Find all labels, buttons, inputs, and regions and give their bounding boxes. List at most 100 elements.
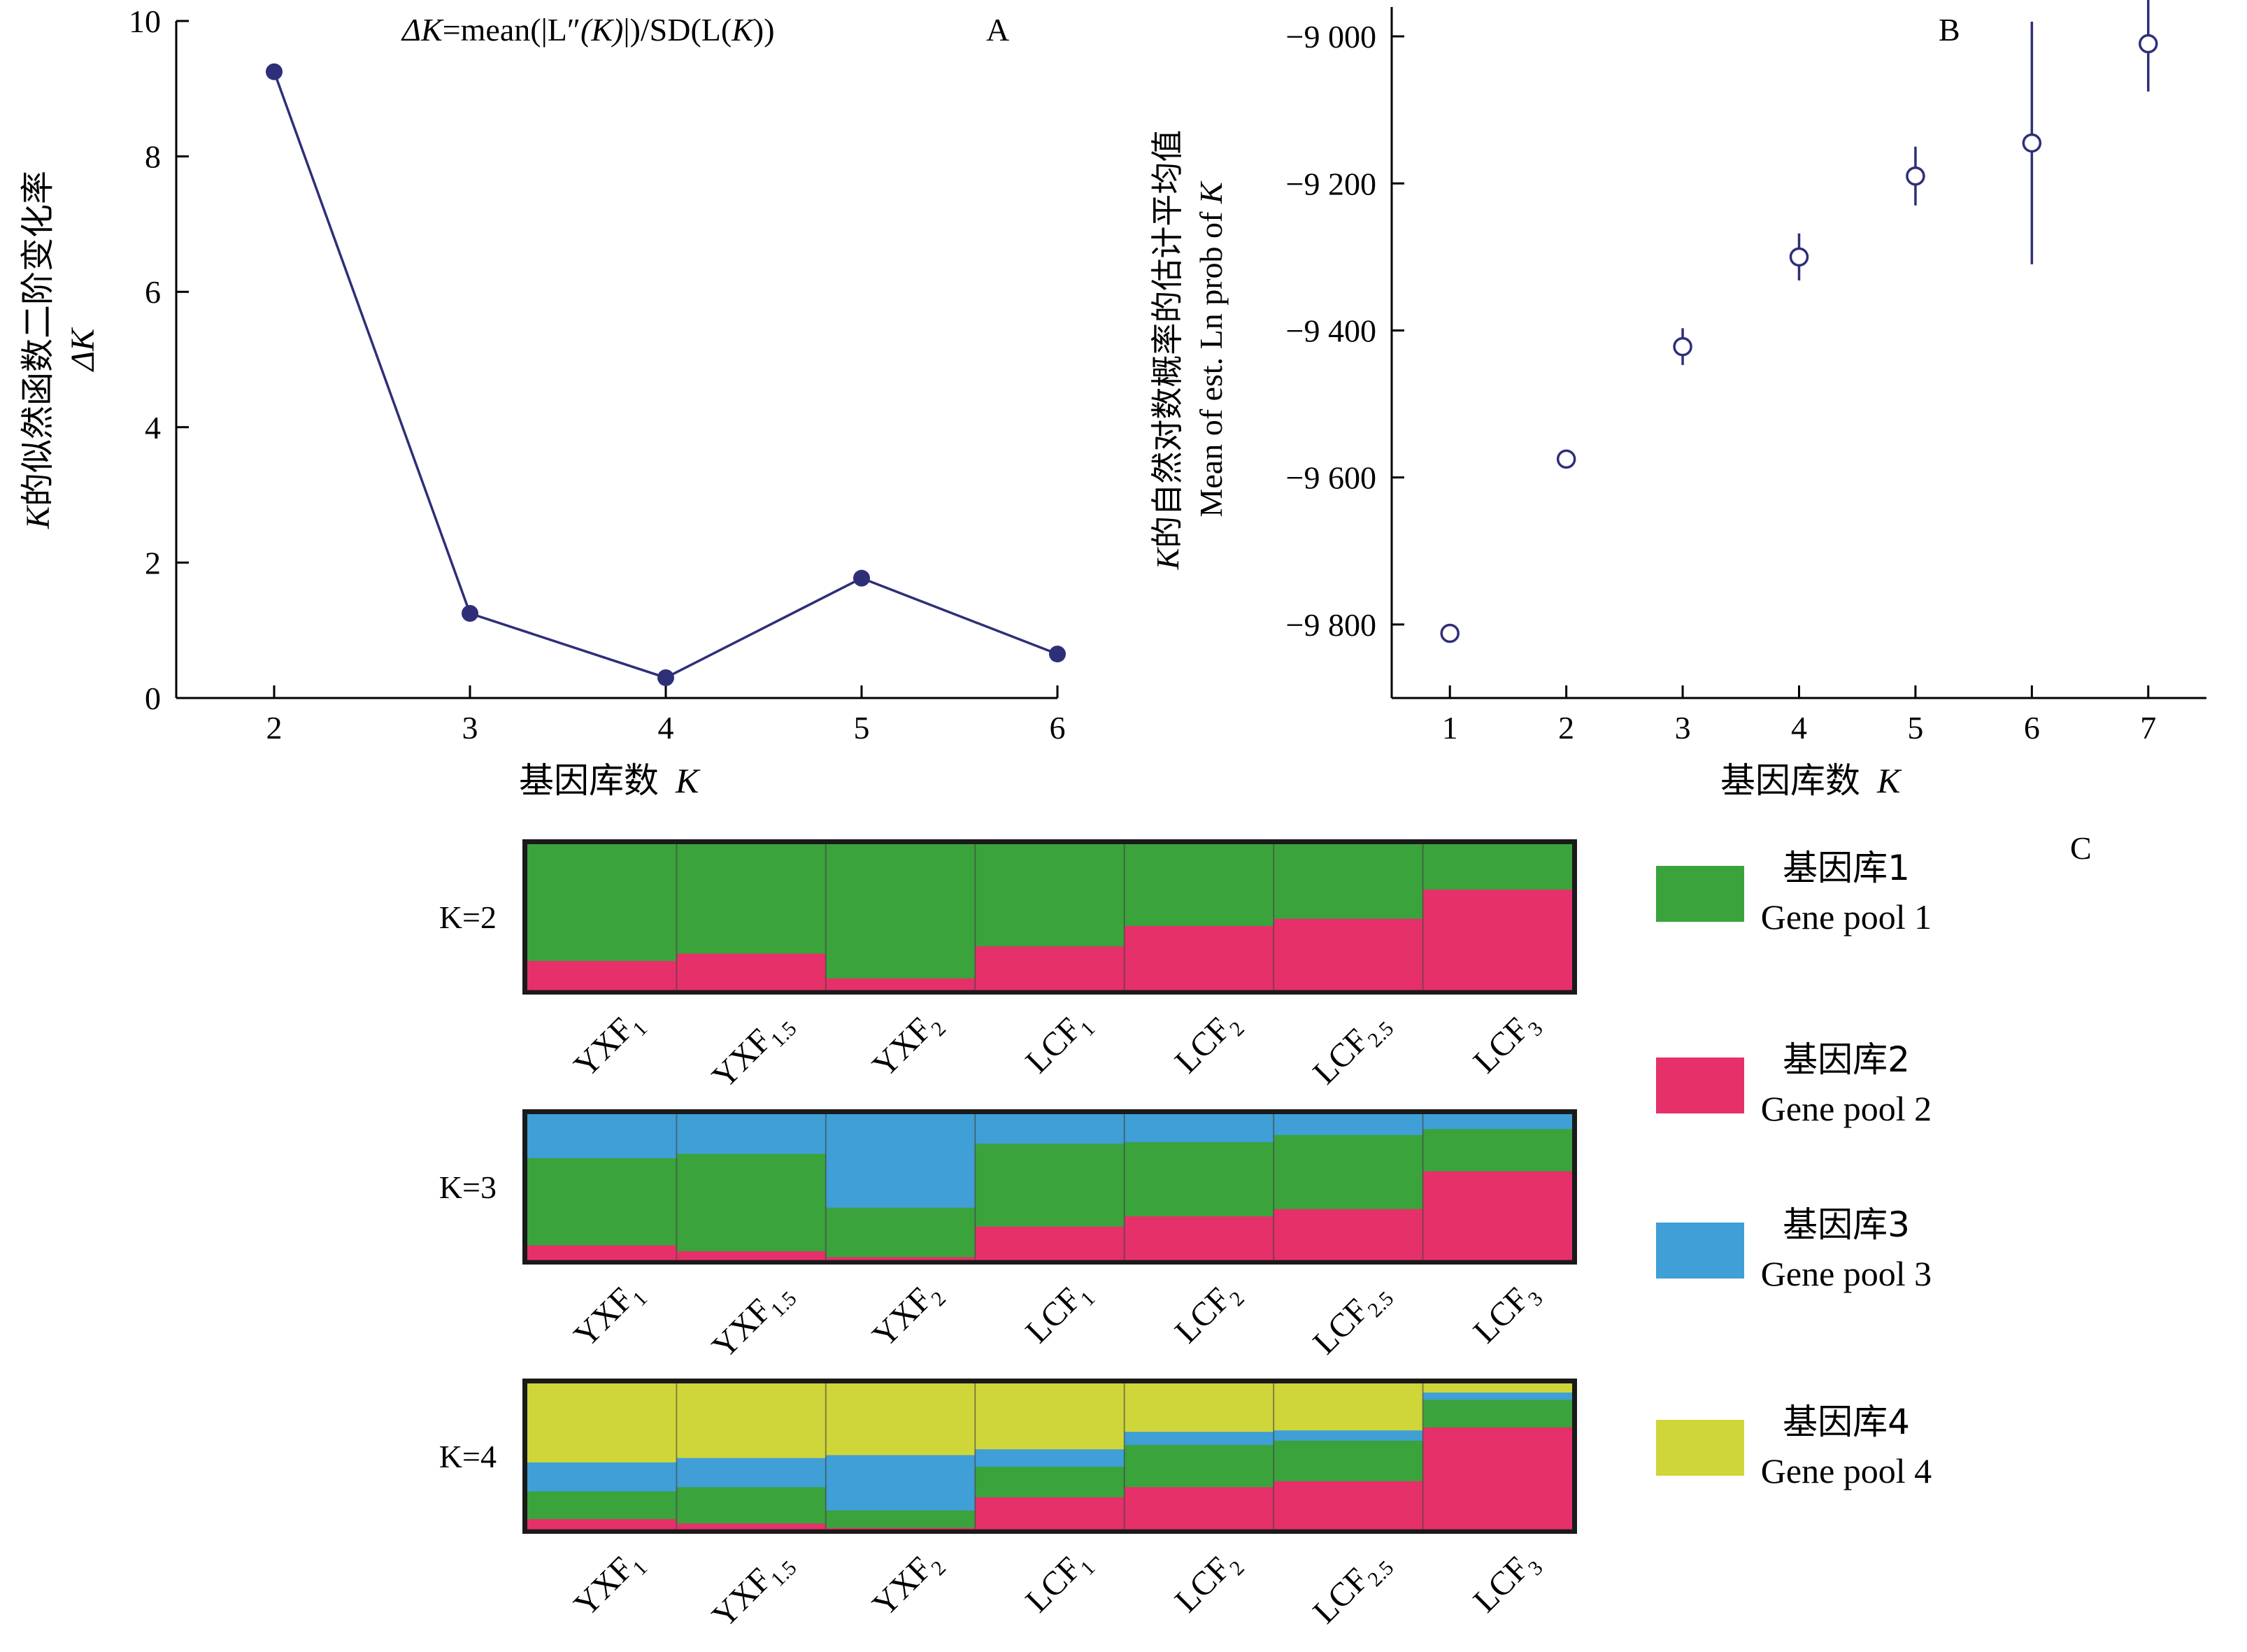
panel-b-xlabel-k: K xyxy=(1876,761,1902,800)
panel-b-x-tick-label: 7 xyxy=(2140,710,2156,746)
structure-segment xyxy=(1422,1171,1572,1260)
structure-segment xyxy=(975,1226,1125,1260)
structure-segment xyxy=(825,1383,976,1455)
category-label-base: YXF xyxy=(705,1561,778,1635)
structure-segment xyxy=(527,1158,677,1246)
structure-segment xyxy=(1422,844,1572,890)
legend-label-en: Gene pool 2 xyxy=(1761,1089,1932,1128)
category-label-text: LCF2.5 xyxy=(1306,1542,1398,1635)
structure-segment xyxy=(1274,844,1423,919)
category-label-text: LCF1 xyxy=(1018,1273,1099,1354)
structure-segment xyxy=(676,1523,826,1530)
formula-dprime: ″ xyxy=(567,12,580,48)
legend-label-cn: 基因库3 xyxy=(1783,1204,1910,1245)
structure-segment xyxy=(1274,1114,1423,1135)
category-label-text: YXF1 xyxy=(567,1542,652,1628)
structure-segment xyxy=(527,960,677,990)
panel-b-x-axis-title: 基因库数 K xyxy=(1720,760,1902,801)
category-label-base: YXF xyxy=(865,1011,939,1084)
panel-a-series xyxy=(266,63,1066,686)
legend-label-en: Gene pool 3 xyxy=(1761,1254,1932,1293)
panel-b-point xyxy=(2022,133,2042,153)
panel-b-point xyxy=(1673,336,1692,357)
panel-b-point xyxy=(1556,449,1576,469)
category-label-base: LCF xyxy=(1168,1011,1238,1081)
structure-segment xyxy=(1124,925,1274,990)
structure-category-label: YXF1 xyxy=(567,1011,652,1084)
structure-segment xyxy=(527,1462,677,1492)
structure-category-label: YXF1.5 xyxy=(705,1542,801,1639)
structure-row-label: K=4 xyxy=(439,1439,497,1474)
structure-segment xyxy=(975,1143,1125,1227)
legend-label-en: Gene pool 4 xyxy=(1761,1451,1932,1490)
structure-segment xyxy=(676,844,826,954)
panel-a-ylabel-cn: 的似然函数二阶变化率 xyxy=(18,171,57,506)
legend-label-cn: 基因库2 xyxy=(1783,1039,1910,1080)
formula-delta-k: ΔK xyxy=(401,12,444,48)
structure-segment xyxy=(825,1509,976,1528)
structure-segment xyxy=(1422,889,1572,990)
structure-category-label: LCF2.5 xyxy=(1306,1287,1398,1361)
category-label-base: YXF xyxy=(705,1022,778,1095)
category-label-base: LCF xyxy=(1306,1561,1376,1631)
panel-b-y-tick-label: −9 600 xyxy=(1286,460,1376,496)
structure-segment xyxy=(1124,1141,1274,1217)
structure-segment xyxy=(676,953,826,990)
category-label-text: LCF3 xyxy=(1467,1273,1548,1354)
svg-text:K的似然函数二阶变化率: K的似然函数二阶变化率 xyxy=(18,171,57,529)
structure-row-4: K=4 YXF1 YXF1.5 YXF2 LCF1 LCF2 LCF2.5 LCF3 xyxy=(439,1379,1577,1639)
structure-category-label: YXF2 xyxy=(865,1281,950,1354)
category-label-text: LCF3 xyxy=(1467,1003,1548,1084)
structure-segment xyxy=(1124,844,1274,927)
structure-segment xyxy=(825,1207,976,1258)
panel-b-xlabel-cn: 基因库数 xyxy=(1720,760,1860,801)
category-label-base: LCF xyxy=(1018,1281,1088,1351)
structure-segment xyxy=(825,1114,976,1208)
panel-a-x-tick-label: 6 xyxy=(1050,710,1066,746)
panel-b-x-tick-label: 1 xyxy=(1442,710,1458,746)
structure-row-label: K=3 xyxy=(439,1169,497,1205)
legend-item-gene-pool-4: 基因库4 Gene pool 4 xyxy=(1656,1402,1932,1490)
category-label-base: YXF xyxy=(567,1281,641,1354)
structure-row-3: K=3 YXF1 YXF1.5 YXF2 LCF1 LCF2 LCF2.5 LCF3 xyxy=(439,1109,1577,1365)
panel-a-axes: 0 2 4 6 8 10 2 3 4 5 6 xyxy=(129,3,1066,746)
category-label-text: YXF1.5 xyxy=(705,1542,801,1639)
category-label-base: LCF xyxy=(1018,1550,1088,1620)
category-label-base: LCF xyxy=(1018,1011,1088,1081)
structure-segment xyxy=(1124,1383,1274,1432)
formula-arg: (K) xyxy=(580,12,623,48)
delta-k-formula: ΔK=mean(|L″(K)|)/SD(L(K)) xyxy=(401,12,775,48)
legend-swatch xyxy=(1656,866,1744,922)
structure-segment xyxy=(1274,1481,1423,1530)
panel-b-point xyxy=(1789,247,1809,267)
legend-item-gene-pool-2: 基因库2 Gene pool 2 xyxy=(1656,1039,1932,1128)
legend-swatch xyxy=(1656,1223,1744,1279)
legend-swatch xyxy=(1656,1420,1744,1476)
panel-b-x-tick-label: 5 xyxy=(1907,710,1923,746)
structure-category-label: LCF1 xyxy=(1018,1273,1099,1354)
panel-b-x-tick-label: 2 xyxy=(1558,710,1574,746)
structure-segment xyxy=(676,1458,826,1488)
structure-segment xyxy=(527,1490,677,1520)
structure-segment xyxy=(1422,1399,1572,1427)
panel-a-point xyxy=(266,63,283,80)
structure-segment xyxy=(1124,1444,1274,1488)
svg-text:Mean of est. Ln prob of K: Mean of est. Ln prob of K xyxy=(1193,180,1229,517)
panel-a-xlabel-k: K xyxy=(675,761,701,800)
category-label-base: LCF xyxy=(1467,1011,1536,1081)
structure-segment xyxy=(975,1383,1125,1450)
panel-b-point xyxy=(1440,623,1460,643)
panel-a-point xyxy=(1049,646,1066,663)
category-label-base: LCF xyxy=(1467,1550,1536,1620)
structure-row-label: K=2 xyxy=(439,899,497,935)
legend-label-cn: 基因库4 xyxy=(1783,1402,1910,1442)
legend-swatch xyxy=(1656,1058,1744,1113)
structure-category-label: LCF3 xyxy=(1467,1550,1548,1620)
structure-segment xyxy=(1274,1383,1423,1431)
category-label-text: LCF2 xyxy=(1168,1003,1249,1084)
panel-b-x-tick-label: 4 xyxy=(1791,710,1807,746)
structure-segment xyxy=(975,1448,1125,1467)
panel-b-ylabel-en: Mean of est. Ln prob of xyxy=(1193,204,1229,517)
structure-category-label: LCF1 xyxy=(1018,1550,1099,1620)
